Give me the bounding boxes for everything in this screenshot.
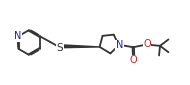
- Text: N: N: [116, 40, 123, 50]
- Text: S: S: [57, 43, 63, 53]
- Text: O: O: [143, 39, 151, 49]
- Text: N: N: [14, 31, 21, 41]
- Polygon shape: [63, 45, 100, 48]
- Text: O: O: [130, 55, 137, 65]
